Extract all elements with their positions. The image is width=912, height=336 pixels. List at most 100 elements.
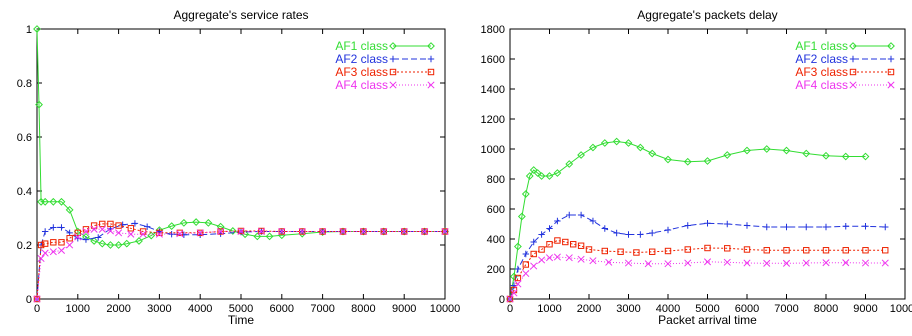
data-point bbox=[155, 230, 163, 238]
data-point bbox=[33, 295, 41, 303]
chart-title: Aggregate's service rates bbox=[173, 8, 308, 22]
data-point bbox=[724, 220, 731, 228]
legend-label: AF1 class bbox=[795, 39, 848, 53]
data-point bbox=[783, 223, 790, 231]
data-point bbox=[613, 229, 620, 237]
data-point bbox=[359, 227, 367, 236]
data-point bbox=[192, 218, 201, 226]
data-point bbox=[176, 230, 184, 238]
data-point bbox=[723, 258, 731, 266]
y-tick-label: 200 bbox=[487, 264, 505, 276]
data-point bbox=[525, 172, 534, 180]
data-point bbox=[427, 81, 435, 89]
data-point bbox=[648, 149, 657, 158]
data-point bbox=[35, 100, 43, 109]
data-point bbox=[389, 42, 397, 50]
data-point bbox=[538, 256, 546, 264]
y-tick-label: 800 bbox=[487, 174, 505, 186]
data-point bbox=[257, 227, 265, 236]
data-point bbox=[849, 42, 857, 50]
data-point bbox=[400, 227, 408, 236]
data-point bbox=[41, 240, 49, 247]
data-point bbox=[703, 258, 712, 266]
data-point bbox=[577, 211, 585, 219]
data-point bbox=[743, 246, 751, 253]
y-tick-label: 1200 bbox=[481, 114, 505, 126]
legend-label: AF4 class bbox=[795, 78, 848, 92]
y-tick-label: 1600 bbox=[481, 54, 505, 66]
data-point bbox=[537, 172, 546, 180]
data-point bbox=[298, 229, 307, 238]
data-point bbox=[664, 260, 672, 268]
data-point bbox=[664, 155, 672, 164]
data-point bbox=[421, 227, 429, 236]
data-point bbox=[441, 228, 449, 235]
data-point bbox=[842, 259, 850, 267]
x-tick-label: 7000 bbox=[774, 303, 798, 315]
data-point bbox=[135, 237, 143, 245]
data-point bbox=[90, 222, 98, 229]
data-point bbox=[862, 247, 869, 254]
data-point bbox=[33, 295, 41, 303]
data-point bbox=[566, 211, 573, 219]
data-point bbox=[636, 143, 645, 152]
data-point bbox=[127, 225, 135, 232]
data-point bbox=[763, 247, 770, 254]
data-point bbox=[514, 280, 522, 288]
data-point bbox=[506, 295, 514, 303]
data-point bbox=[33, 25, 41, 33]
data-point bbox=[782, 146, 791, 155]
data-point bbox=[204, 218, 213, 227]
x-tick-label: 5000 bbox=[695, 303, 719, 315]
data-point bbox=[513, 242, 522, 251]
data-point bbox=[882, 223, 889, 231]
data-point bbox=[723, 151, 732, 159]
data-point bbox=[427, 68, 435, 76]
data-point bbox=[763, 259, 771, 267]
x-tick-label: 6000 bbox=[735, 303, 759, 315]
data-point bbox=[319, 228, 326, 235]
x-tick-label: 3000 bbox=[147, 303, 171, 315]
data-point bbox=[553, 169, 562, 177]
data-point bbox=[522, 269, 530, 278]
data-point bbox=[554, 217, 561, 225]
data-point bbox=[849, 55, 857, 63]
data-point bbox=[180, 231, 188, 238]
series-af1-class bbox=[506, 137, 870, 303]
data-point bbox=[265, 232, 274, 241]
data-point bbox=[58, 239, 65, 246]
data-point bbox=[278, 227, 286, 236]
y-tick-label: 0 bbox=[26, 294, 32, 306]
data-point bbox=[600, 139, 609, 147]
data-point bbox=[147, 231, 156, 240]
data-point bbox=[649, 229, 656, 237]
y-tick-label: 600 bbox=[487, 204, 505, 216]
data-point bbox=[546, 241, 553, 248]
data-point bbox=[577, 242, 585, 249]
data-point bbox=[743, 259, 751, 267]
data-point bbox=[762, 145, 771, 153]
data-point bbox=[99, 220, 106, 228]
data-point bbox=[74, 233, 82, 241]
data-point bbox=[601, 247, 608, 255]
data-point bbox=[237, 227, 245, 236]
data-point bbox=[554, 237, 561, 244]
data-point bbox=[58, 224, 65, 231]
data-point bbox=[704, 220, 711, 227]
data-point bbox=[360, 228, 367, 235]
data-point bbox=[704, 244, 711, 252]
data-point bbox=[143, 223, 151, 230]
y-tick-label: 1 bbox=[26, 24, 32, 36]
data-point bbox=[176, 229, 184, 237]
data-point bbox=[90, 237, 99, 245]
data-point bbox=[57, 197, 66, 206]
data-point bbox=[589, 257, 597, 265]
data-point bbox=[589, 217, 597, 225]
x-tick-label: 0 bbox=[507, 303, 513, 315]
data-point bbox=[82, 236, 90, 243]
x-tick-label: 4000 bbox=[656, 303, 680, 315]
legend-label: AF2 class bbox=[795, 52, 848, 66]
data-point bbox=[65, 205, 74, 214]
